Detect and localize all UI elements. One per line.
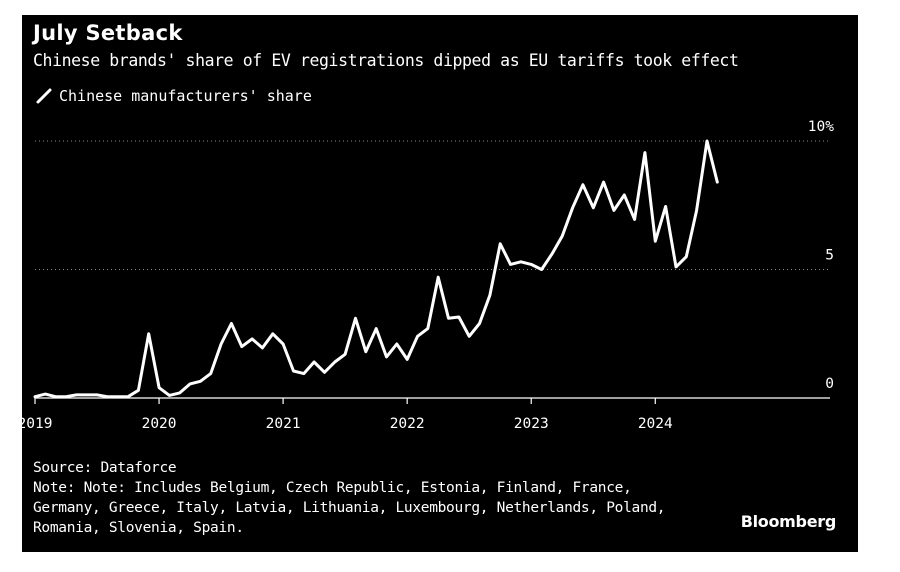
legend-line-icon [36,88,52,104]
legend: Chinese manufacturers' share [35,87,312,105]
note-line-1: Note: Note: Includes Belgium, Czech Repu… [33,480,632,496]
x-tick-label-3: 2022 [390,416,425,432]
series-line-0 [33,139,719,399]
chart-footer: Source: Dataforce Note: Note: Includes B… [33,458,666,538]
x-tick-label-5: 2024 [638,416,673,432]
y-tick-label-0: 10% [808,119,834,135]
chart-title: July Setback [33,21,183,45]
source-text: Source: Dataforce [33,460,177,476]
note-line-2: Germany, Greece, Italy, Latvia, Lithuani… [33,500,666,516]
chart-panel: July Setback Chinese brands' share of EV… [22,15,858,552]
chart-subtitle: Chinese brands' share of EV registration… [33,51,739,70]
x-tick-label-1: 2020 [142,416,177,432]
y-tick-label-1: 5 [825,248,834,264]
bloomberg-logo: Bloomberg [740,512,837,531]
y-tick-label-2: 0 [825,376,834,392]
x-tick-label-0: 2019 [22,416,52,432]
x-tick-label-2: 2021 [266,416,301,432]
legend-label: Chinese manufacturers' share [59,87,312,105]
line-chart: 10% 5 0 2019 2020 2021 2022 2023 2024 [22,119,834,432]
note-line-3: Romania, Slovenia, Spain. [33,520,244,536]
x-tick-label-4: 2023 [514,416,549,432]
